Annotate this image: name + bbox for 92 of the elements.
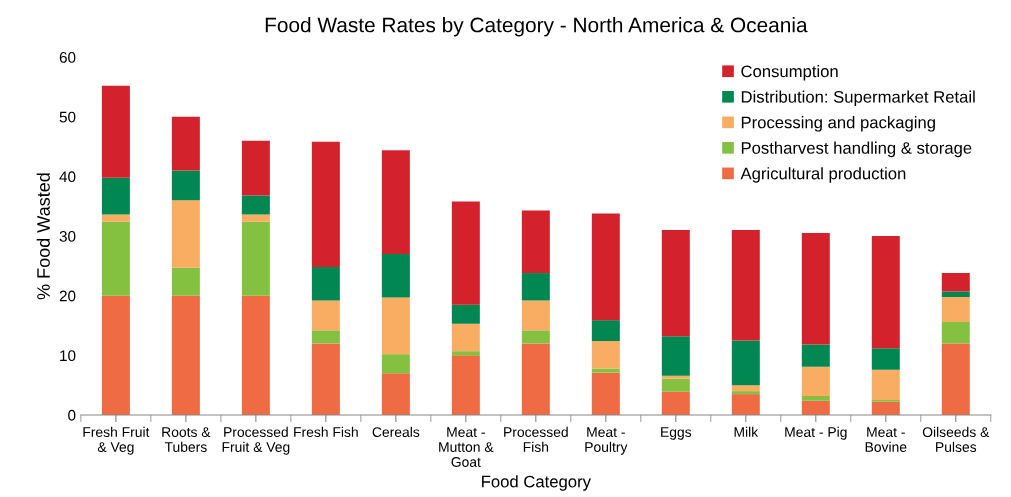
chart-title: Food Waste Rates by Category - North America & Oceania xyxy=(265,17,808,37)
bar xyxy=(171,170,200,201)
bar xyxy=(591,213,620,321)
x-tick-label: Roots & Tubers xyxy=(162,427,211,452)
bar xyxy=(241,140,270,196)
y-axis-title: % Food Wasted xyxy=(36,173,50,300)
y-tick-label: 50 xyxy=(59,111,76,123)
x-tick-label: Meat - Mutton & Goat xyxy=(439,427,494,467)
bar xyxy=(941,291,970,297)
bar xyxy=(521,330,550,344)
bar xyxy=(241,295,270,415)
bar xyxy=(451,304,480,324)
bar xyxy=(941,343,970,415)
bar xyxy=(801,395,830,401)
bar xyxy=(801,233,830,345)
y-tick-label: 40 xyxy=(59,171,76,183)
bar xyxy=(311,330,340,344)
bar xyxy=(101,295,130,415)
bar xyxy=(171,295,200,415)
bar xyxy=(871,369,900,401)
x-tick-label: Oilseeds & Pulses xyxy=(922,426,990,452)
legend-label: Distribution: Supermarket Retail xyxy=(741,90,975,107)
x-tick-label: Processed Fish xyxy=(504,426,568,452)
bar xyxy=(731,394,760,415)
legend-label: Postharvest handling & storage xyxy=(741,141,972,158)
bar xyxy=(381,373,410,415)
bar xyxy=(661,391,690,415)
x-tick-label: Meat - Pig xyxy=(785,426,847,440)
bar xyxy=(941,273,970,292)
x-axis-title: Food Category xyxy=(482,475,591,491)
y-tick-label: 30 xyxy=(59,230,76,242)
bar xyxy=(311,300,340,331)
bar xyxy=(801,400,830,415)
bar xyxy=(381,150,410,254)
bar xyxy=(591,320,620,342)
bar xyxy=(661,378,690,392)
bar xyxy=(801,344,830,367)
x-tick-label: Meat - Poultry xyxy=(585,427,628,455)
bar xyxy=(451,323,480,352)
bar xyxy=(451,201,480,305)
bar xyxy=(171,200,200,268)
bar xyxy=(101,177,130,215)
y-tick-label: 60 xyxy=(59,52,76,63)
bar xyxy=(591,341,620,369)
bar xyxy=(311,141,340,268)
bar xyxy=(661,336,690,376)
x-tick-label: Processed Fruit & Veg xyxy=(222,426,290,455)
bar xyxy=(941,296,970,322)
bar xyxy=(521,300,550,331)
bar xyxy=(591,372,620,415)
bar xyxy=(731,385,760,392)
bar xyxy=(871,401,900,415)
bar xyxy=(451,351,480,356)
bar xyxy=(311,343,340,415)
bar xyxy=(661,375,690,379)
bar xyxy=(731,230,760,341)
x-tick-label: Fresh Fruit & Veg xyxy=(83,426,150,455)
x-tick-label: Eggs xyxy=(661,427,692,440)
bar xyxy=(451,355,480,415)
bar xyxy=(731,391,760,395)
bar xyxy=(101,85,130,178)
bar xyxy=(241,195,270,215)
x-tick-label: Meat - Bovine xyxy=(865,427,907,452)
bar xyxy=(171,116,200,171)
bar xyxy=(101,214,130,222)
bar xyxy=(521,273,550,301)
bar xyxy=(591,368,620,373)
bar xyxy=(941,321,970,344)
legend-label: Consumption xyxy=(741,65,838,81)
y-tick-label: 20 xyxy=(59,290,76,302)
x-tick-label: Fresh Fish xyxy=(294,426,358,437)
bar xyxy=(871,348,900,370)
bar xyxy=(731,340,760,386)
bar xyxy=(521,210,550,274)
x-tick-label: Milk xyxy=(734,426,759,437)
y-tick-label: 10 xyxy=(60,350,76,362)
bar xyxy=(171,267,200,296)
bar xyxy=(381,354,410,374)
legend-label: Agricultural production xyxy=(740,167,906,183)
bar xyxy=(521,343,550,415)
y-tick-label: 0 xyxy=(68,409,76,421)
bar xyxy=(801,366,830,396)
bar xyxy=(871,236,900,349)
bar xyxy=(241,221,270,296)
bar xyxy=(381,297,410,355)
bar xyxy=(661,230,690,337)
legend-label: Processing and packaging xyxy=(741,116,935,132)
bar xyxy=(241,214,270,222)
bar xyxy=(101,221,130,296)
x-tick-label: Cereals xyxy=(372,426,420,437)
bar xyxy=(381,253,410,298)
bar xyxy=(311,267,340,301)
